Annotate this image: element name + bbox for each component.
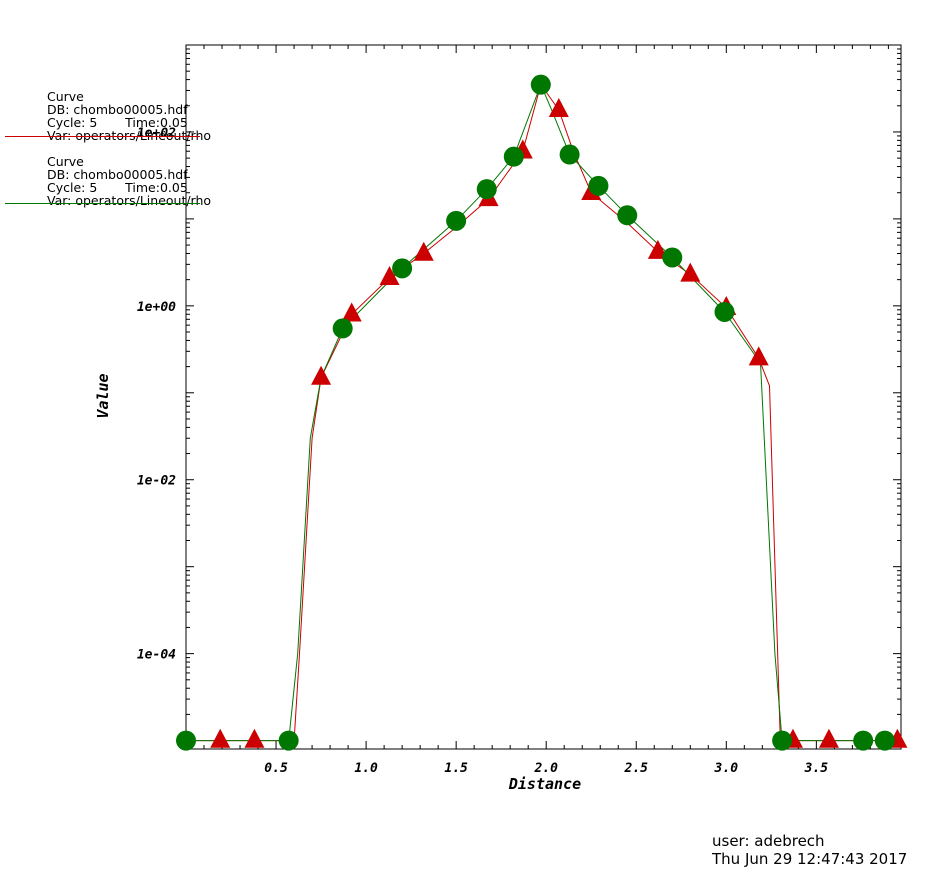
series-1-marker: [244, 728, 265, 748]
series-2-marker: [617, 205, 638, 226]
plot-frame: [185, 44, 902, 750]
x-tick-label: 3.0: [714, 761, 739, 776]
series-2-marker: [588, 175, 609, 196]
legend-entry-1: Curve DB: chombo00005.hdf Cycle: 5 Time:…: [47, 90, 211, 142]
series-2-marker: [714, 301, 735, 322]
series-1-marker: [413, 241, 434, 261]
series-1-marker: [311, 365, 332, 385]
y-axis-label: Value: [94, 373, 112, 418]
series-group: [176, 74, 908, 751]
series-2-marker: [530, 74, 551, 95]
series-2-marker: [772, 730, 793, 751]
legend-2-var: Var: operators/Lineout/rho: [47, 193, 212, 208]
series-2-line: [186, 83, 885, 742]
legend-entry-2: Curve DB: chombo00005.hdf Cycle: 5 Time:…: [47, 155, 211, 207]
series-1-marker: [748, 346, 769, 366]
axis-ticks: 0.5 1.0 1.5 2.0 2.5 3.0 3.5 1e-04 1e-02 1e+00 1e+0…: [137, 45, 901, 776]
legend-2-swatch: [5, 203, 200, 204]
y-tick-label: 1e-04: [137, 648, 176, 663]
legend-2-cycle-row: Cycle: 5 Time:0.05: [47, 181, 211, 194]
series-2-marker: [332, 318, 353, 339]
legend-1-time: Time:0.05: [125, 115, 188, 130]
series-1-marker: [341, 302, 362, 322]
legend-1-cycle-row: Cycle: 5 Time:0.05: [47, 116, 211, 129]
x-tick-label: 1.5: [444, 761, 468, 776]
series-2-marker: [874, 730, 895, 751]
legend-1-var: Var: operators/Lineout/rho: [47, 128, 212, 143]
legend-2-time: Time:0.05: [125, 180, 188, 195]
y-tick-label: 1e+00: [137, 300, 176, 315]
legend-2-title: Curve: [47, 154, 84, 169]
x-tick-label: 1.0: [354, 761, 378, 776]
series-2-marker: [446, 210, 467, 231]
x-tick-label: 2.0: [533, 761, 558, 776]
y-tick-label: 1e-02: [137, 474, 176, 489]
x-tick-label: 2.5: [624, 761, 649, 776]
series-1-marker: [379, 266, 400, 286]
footer-user: user: adebrech: [712, 832, 825, 850]
series-2-marker: [392, 258, 413, 279]
series-2-marker: [476, 179, 497, 200]
series-2-marker: [278, 730, 299, 751]
series-1-marker: [818, 728, 839, 748]
series-1-marker: [680, 262, 701, 282]
x-axis-label: Distance: [508, 775, 581, 793]
legend-2-cycle: Cycle: 5: [47, 180, 98, 195]
legend-1-title: Curve: [47, 89, 84, 104]
legend-1-cycle: Cycle: 5: [47, 115, 98, 130]
series-2-marker: [662, 247, 683, 268]
footer-date: Thu Jun 29 12:47:43 2017: [712, 850, 908, 868]
series-2-marker: [559, 144, 580, 165]
series-1-line: [186, 83, 898, 742]
legend-2-db: DB: chombo00005.hdf: [47, 167, 188, 182]
legend-1-swatch: [5, 136, 200, 137]
series-2-marker: [503, 146, 524, 167]
series-1-marker: [210, 728, 231, 748]
x-tick-label: 3.5: [804, 761, 829, 776]
x-tick-label: 0.5: [264, 761, 288, 776]
series-2-marker: [176, 730, 196, 751]
series-1-marker: [548, 97, 569, 117]
legend-1-db: DB: chombo00005.hdf: [47, 102, 188, 117]
y-tick-label: 1e+02: [137, 126, 176, 141]
series-2-marker: [853, 730, 874, 751]
